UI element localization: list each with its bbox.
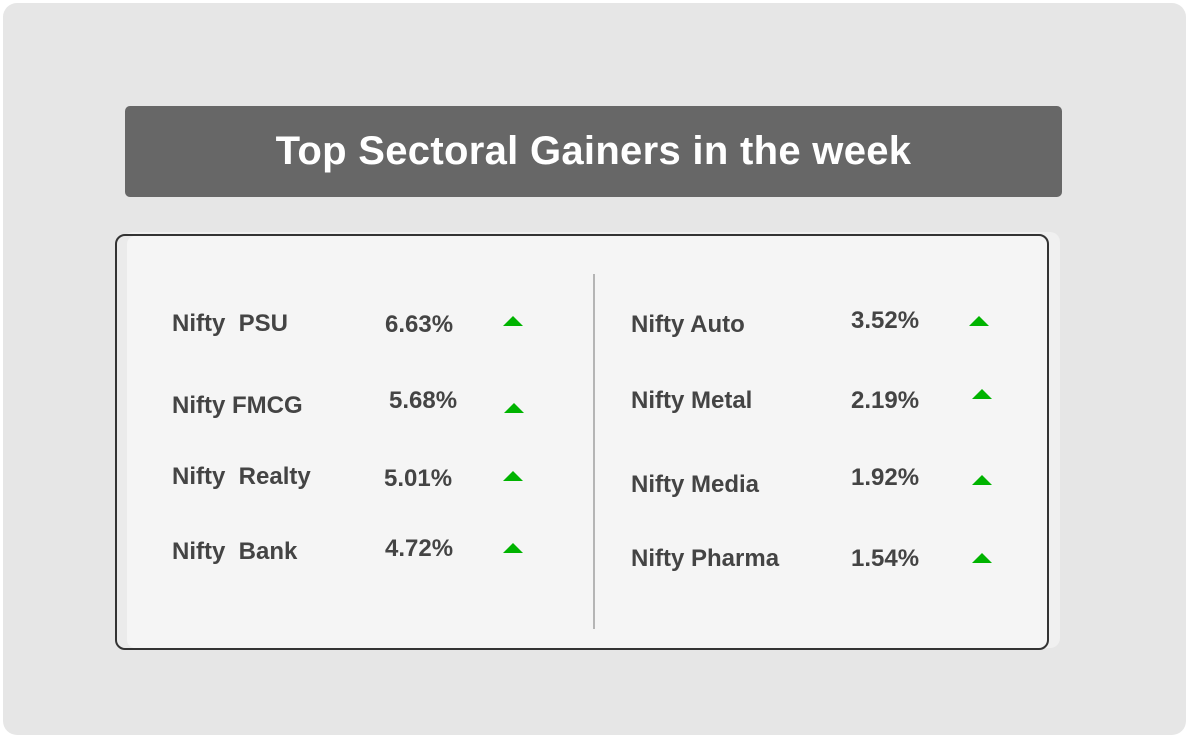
sector-name: Nifty Realty — [172, 463, 311, 490]
sector-name: Nifty Pharma — [631, 545, 780, 572]
sector-change: 1.92% — [851, 464, 920, 491]
gainers-card — [115, 234, 1049, 650]
up-arrow-icon — [972, 389, 992, 399]
sector-name: Nifty Auto — [631, 311, 745, 338]
sector-change: 5.68% — [389, 387, 458, 414]
sector-change: 2.19% — [851, 387, 920, 414]
sector-name: Nifty Metal — [631, 387, 753, 414]
sector-name: Nifty FMCG — [172, 392, 303, 419]
up-arrow-icon — [504, 403, 524, 413]
column-divider — [593, 274, 595, 629]
sector-change: 3.52% — [851, 307, 920, 334]
sector-name: Nifty Media — [631, 471, 760, 498]
sector-change: 6.63% — [385, 311, 454, 338]
up-arrow-icon — [503, 543, 523, 553]
sector-name: Nifty PSU — [172, 310, 289, 337]
sector-change: 4.72% — [385, 535, 454, 562]
sector-name: Nifty Bank — [172, 538, 298, 565]
title-banner: Top Sectoral Gainers in the week — [125, 106, 1062, 197]
up-arrow-icon — [503, 471, 523, 481]
up-arrow-icon — [503, 316, 523, 326]
sector-change: 5.01% — [384, 465, 453, 492]
sector-change: 1.54% — [851, 545, 920, 572]
page-title: Top Sectoral Gainers in the week — [275, 129, 912, 173]
up-arrow-icon — [972, 475, 992, 485]
up-arrow-icon — [969, 316, 989, 326]
up-arrow-icon — [972, 553, 992, 563]
